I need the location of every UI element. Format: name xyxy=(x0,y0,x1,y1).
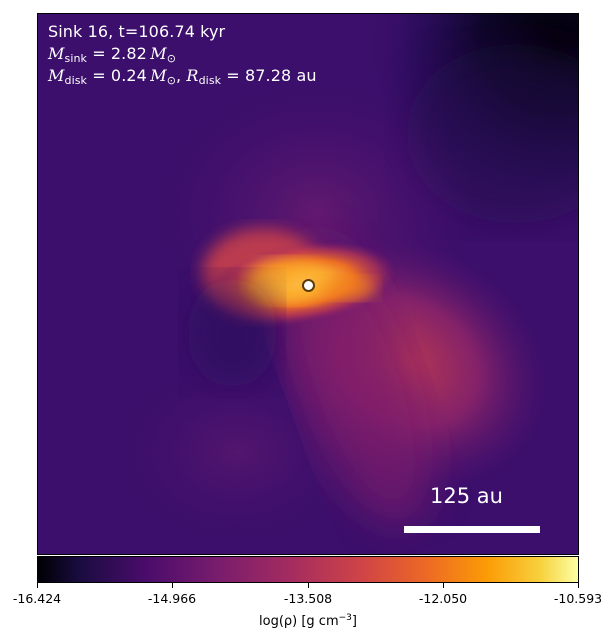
density-projection-panel: Sink 16, t=106.74 kyr Msink = 2.82 M⊙ Md… xyxy=(37,13,579,555)
colorbar-tick-label: -10.593 xyxy=(553,591,603,606)
disk-properties-label: Mdisk = 0.24 M⊙, Rdisk = 87.28 au xyxy=(48,66,317,87)
colorbar-tick xyxy=(172,583,173,588)
colorbar-tick xyxy=(578,583,579,588)
colorbar-tick-label: -12.050 xyxy=(418,591,468,606)
colorbar-tick-label: -14.966 xyxy=(147,591,197,606)
colorbar-tick-label: -16.424 xyxy=(12,591,62,606)
colorbar-tick xyxy=(308,583,309,588)
scale-bar xyxy=(404,526,540,533)
colorbar-tick-label: -13.508 xyxy=(283,591,333,606)
colorbar-label: log(ρ) [g cm−3] xyxy=(259,613,357,629)
sink-time-label: Sink 16, t=106.74 kyr xyxy=(48,22,226,41)
sink-marker xyxy=(302,279,315,292)
colorbar xyxy=(37,556,579,583)
colorbar-tick xyxy=(37,583,38,588)
colorbar-tick xyxy=(443,583,444,588)
scale-bar-label: 125 au xyxy=(430,484,503,508)
sink-mass-label: Msink = 2.82 M⊙ xyxy=(48,44,177,65)
